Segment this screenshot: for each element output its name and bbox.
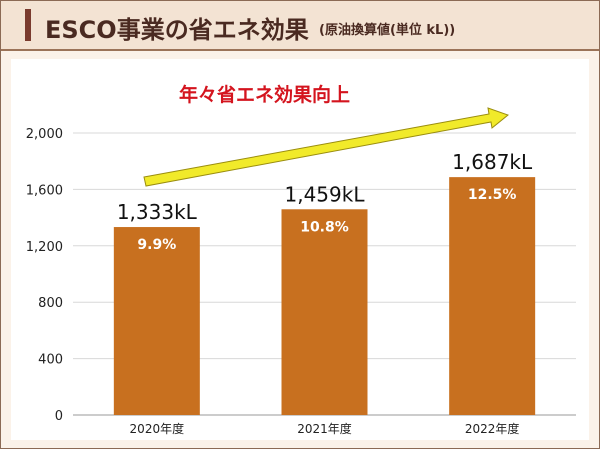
percent-label: 10.8% [300, 219, 349, 235]
value-label: 1,333kL [117, 200, 198, 224]
chart-subtitle: (原油換算値(単位 kL)) [319, 23, 456, 38]
bar-chart: 0 400 800 1,200 1,600 2,000 1,333kL 9.9% 2020年度 1… [26, 83, 576, 436]
x-tick-label: 2021年度 [297, 421, 352, 436]
x-tick-label: 2020年度 [130, 421, 185, 436]
y-tick-label: 1,600 [26, 183, 63, 198]
chart-header: ESCO事業の省エネ効果 (原油換算値(単位 kL)) [1, 1, 599, 51]
title-accent-bar [25, 9, 31, 41]
chart-area: 0 400 800 1,200 1,600 2,000 1,333kL 9.9% 2020年度 1… [11, 59, 589, 440]
y-tick-label: 1,200 [26, 240, 63, 255]
x-tick-label: 2022年度 [465, 421, 520, 436]
trend-annotation: 年々省エネ効果向上 [179, 83, 350, 106]
bar [449, 177, 536, 415]
percent-label: 9.9% [137, 237, 176, 253]
y-tick-label: 400 [38, 353, 63, 368]
value-label: 1,459kL [285, 182, 366, 206]
bar [281, 209, 368, 415]
y-tick-label: 0 [55, 409, 63, 424]
y-tick-label: 800 [38, 296, 63, 311]
trend-arrow [143, 107, 510, 187]
y-tick-label: 2,000 [26, 127, 63, 142]
percent-label: 12.5% [468, 187, 517, 203]
chart-title: ESCO事業の省エネ効果 [45, 16, 309, 44]
bar [113, 227, 200, 415]
value-label: 1,687kL [452, 150, 533, 174]
